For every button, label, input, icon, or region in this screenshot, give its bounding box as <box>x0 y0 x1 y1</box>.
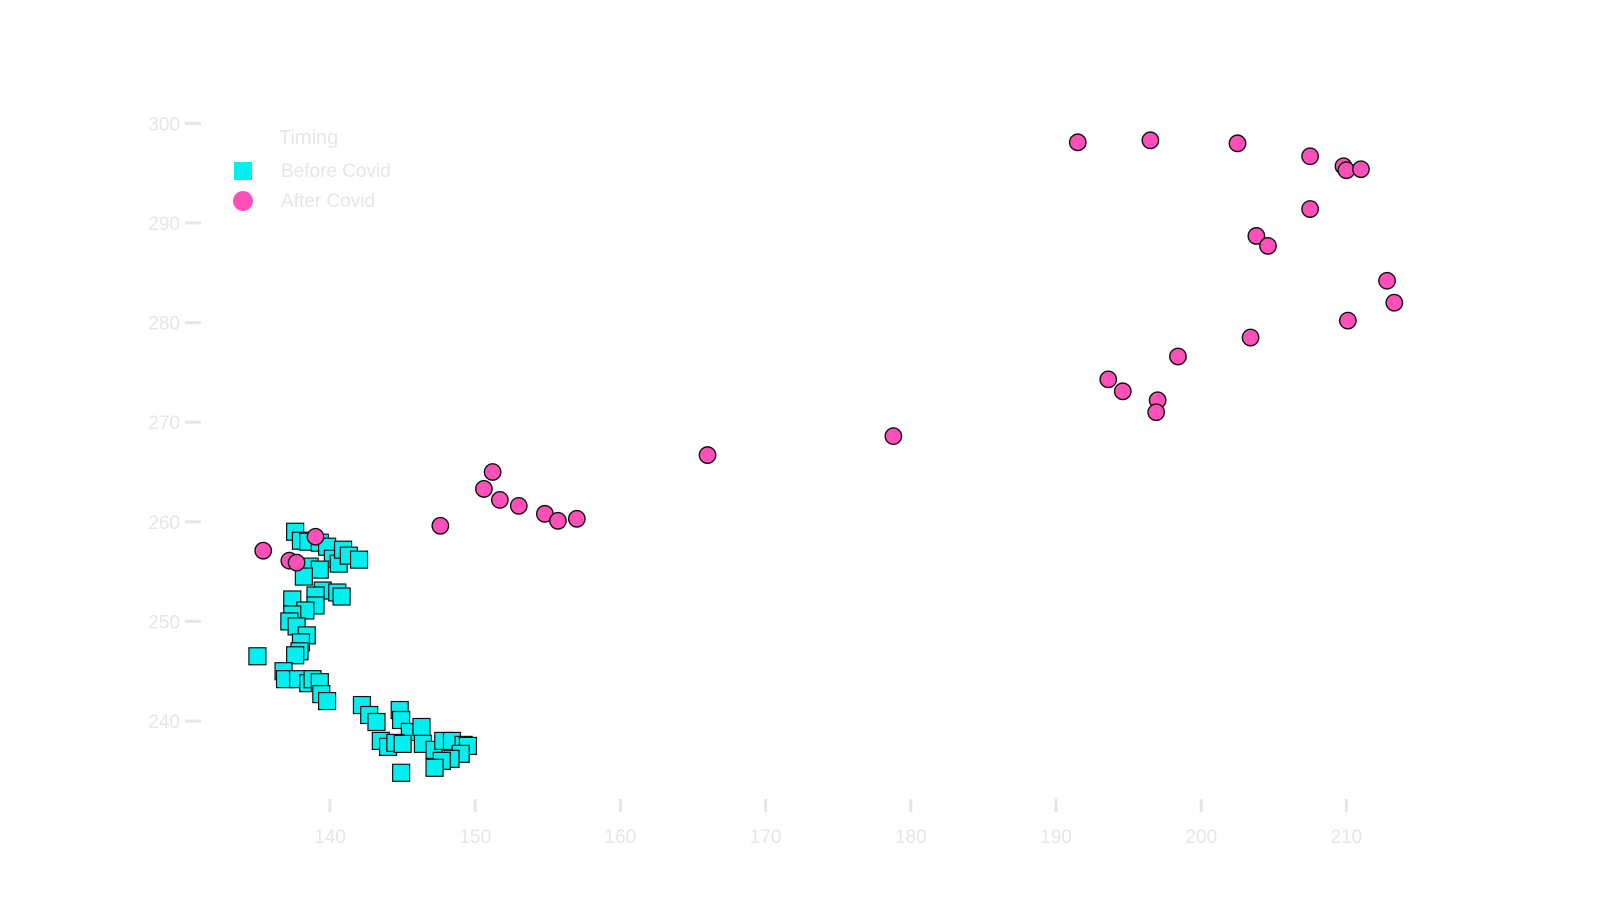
point-before-covid <box>294 567 313 586</box>
point-before-covid <box>393 734 412 754</box>
point-before-covid <box>392 763 411 782</box>
point-before-covid <box>317 691 337 711</box>
x-tick-label: 150 <box>459 827 491 848</box>
x-tick-label: 140 <box>314 827 346 848</box>
point-after-covid <box>490 490 509 509</box>
point-before-covid <box>248 647 267 666</box>
point-before-covid <box>425 758 444 777</box>
point-after-covid <box>1378 271 1396 290</box>
point-after-covid <box>1228 134 1247 153</box>
point-before-covid <box>367 712 386 732</box>
y-tick-label: 290 <box>148 214 180 235</box>
point-before-covid <box>332 587 351 606</box>
point-after-covid <box>1301 200 1320 218</box>
point-after-covid <box>287 553 306 572</box>
point-after-covid <box>1169 347 1187 366</box>
point-after-covid <box>698 446 717 464</box>
y-tick-label: 300 <box>148 114 180 135</box>
point-after-covid <box>1301 147 1320 166</box>
x-tick-label: 210 <box>1331 827 1363 848</box>
point-after-covid <box>254 541 273 560</box>
point-after-covid <box>1141 131 1160 150</box>
x-axis: 140 150 160 170 180 190 200 210 <box>314 799 1362 848</box>
x-tick-label: 170 <box>750 827 782 848</box>
y-axis: 240 250 260 270 280 290 300 <box>148 114 201 733</box>
point-after-covid <box>306 527 325 546</box>
point-before-covid <box>349 550 369 569</box>
point-after-covid <box>1147 403 1166 422</box>
y-tick-label: 260 <box>148 513 180 534</box>
point-after-covid <box>509 496 528 515</box>
legend-title: Timing <box>279 127 338 149</box>
point-after-covid <box>567 509 586 528</box>
legend-label-after: After Covid <box>281 191 375 212</box>
point-after-covid <box>1259 237 1277 255</box>
series-after-covid <box>254 131 1404 572</box>
point-after-covid <box>1113 382 1132 401</box>
y-tick-label: 240 <box>148 712 180 733</box>
y-tick-label: 280 <box>148 314 180 335</box>
y-tick-label: 270 <box>148 413 180 434</box>
legend: Timing Before Covid After Covid <box>233 127 391 212</box>
point-after-covid <box>1385 293 1404 312</box>
series-before-covid <box>248 522 478 782</box>
point-before-covid <box>412 717 431 737</box>
point-after-covid <box>1099 370 1118 389</box>
legend-label-before: Before Covid <box>281 161 391 182</box>
x-tick-label: 200 <box>1185 827 1217 848</box>
point-after-covid <box>1068 133 1087 152</box>
point-after-covid <box>1338 311 1357 330</box>
point-after-covid <box>475 480 493 498</box>
x-tick-label: 190 <box>1040 827 1072 848</box>
point-before-covid <box>286 646 305 665</box>
point-after-covid <box>1352 160 1370 179</box>
point-before-covid <box>310 560 329 579</box>
point-after-covid <box>1241 328 1260 347</box>
x-tick-label: 180 <box>895 827 927 848</box>
x-tick-label: 160 <box>605 827 637 848</box>
point-after-covid <box>1247 227 1266 245</box>
legend-circle-icon <box>233 191 253 211</box>
point-after-covid <box>483 463 502 481</box>
point-after-covid <box>431 516 450 535</box>
legend-square-icon <box>234 162 252 180</box>
point-after-covid <box>884 427 903 446</box>
point-after-covid <box>549 511 567 530</box>
y-tick-label: 250 <box>148 612 180 633</box>
